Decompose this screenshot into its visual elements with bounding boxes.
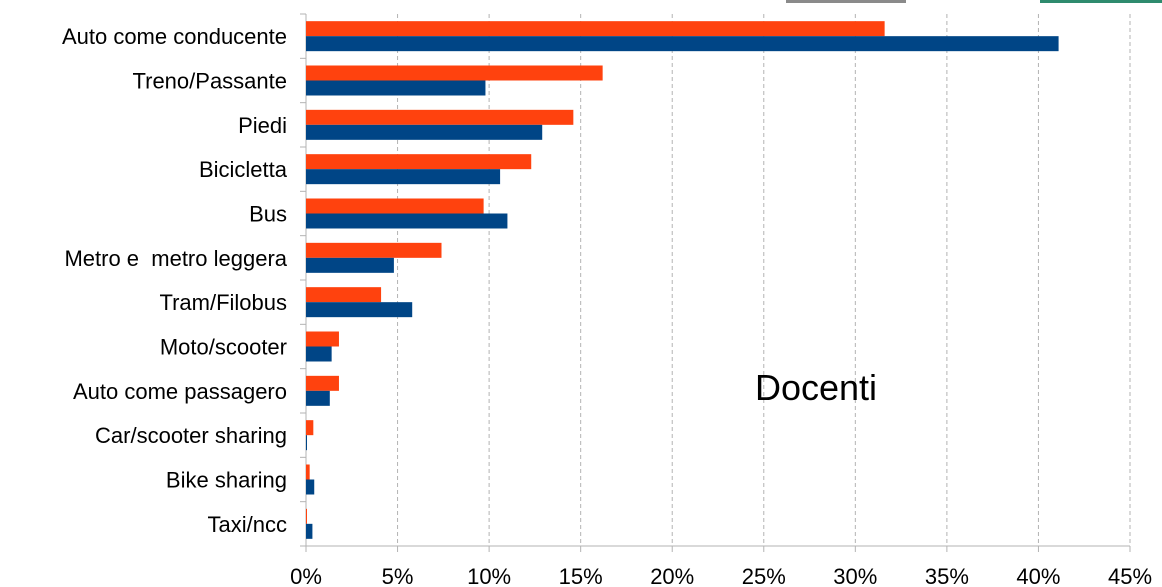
bar-series-1 bbox=[306, 508, 307, 524]
bar-series-1 bbox=[306, 242, 442, 258]
category-labels: Auto come conducente Treno/Passante Piedi B… bbox=[62, 24, 288, 537]
bar-series-2 bbox=[306, 80, 486, 96]
x-tick-label: 10% bbox=[467, 564, 511, 587]
x-tick-label: 5% bbox=[382, 564, 414, 587]
bar-series-2 bbox=[306, 257, 394, 273]
x-tick-labels: 0% 5% 10% 15% 20% 25% 30% 35% 40% 45% bbox=[290, 564, 1152, 587]
category-label: Car/scooter sharing bbox=[95, 423, 287, 448]
category-label: Tram/Filobus bbox=[159, 290, 287, 315]
bar-series-1 bbox=[306, 375, 339, 391]
bar-series-2 bbox=[306, 523, 313, 539]
gridlines bbox=[300, 13, 1131, 552]
category-label: Metro e metro leggera bbox=[64, 246, 287, 271]
category-label: Bike sharing bbox=[166, 468, 287, 493]
bar-series-2 bbox=[306, 435, 307, 451]
bar-series-2 bbox=[306, 124, 543, 140]
x-tick-label: 30% bbox=[833, 564, 877, 587]
x-tick-label: 20% bbox=[650, 564, 694, 587]
bar-series-1 bbox=[306, 331, 339, 347]
category-label: Auto come conducente bbox=[62, 24, 287, 49]
bar-series-2 bbox=[306, 36, 1059, 52]
bar-series-2 bbox=[306, 213, 508, 229]
bars bbox=[306, 21, 1059, 539]
category-label: Treno/Passante bbox=[133, 69, 288, 94]
bar-series-2 bbox=[306, 169, 501, 185]
x-tick-label: 25% bbox=[742, 564, 786, 587]
bar-series-1 bbox=[306, 464, 310, 480]
corner-decoration-gray bbox=[786, 0, 906, 3]
bar-series-1 bbox=[306, 198, 484, 214]
bar-series-2 bbox=[306, 390, 330, 406]
chart-annotation: Docenti bbox=[755, 367, 877, 408]
x-tick-label: 35% bbox=[925, 564, 969, 587]
bar-series-1 bbox=[306, 420, 314, 436]
x-tick-label: 0% bbox=[290, 564, 322, 587]
category-label: Moto/scooter bbox=[160, 335, 287, 360]
bar-series-1 bbox=[306, 287, 382, 303]
bar-series-1 bbox=[306, 109, 574, 125]
bar-series-2 bbox=[306, 302, 413, 318]
bar-series-2 bbox=[306, 479, 315, 495]
x-tick-label: 40% bbox=[1016, 564, 1060, 587]
bar-series-2 bbox=[306, 346, 332, 362]
category-label: Bicicletta bbox=[199, 157, 288, 182]
bar-series-1 bbox=[306, 21, 885, 37]
bar-series-1 bbox=[306, 154, 532, 170]
category-label: Bus bbox=[249, 202, 287, 227]
category-label: Auto come passagero bbox=[73, 379, 287, 404]
category-label: Taxi/ncc bbox=[208, 512, 287, 537]
category-label: Piedi bbox=[238, 113, 287, 138]
corner-decoration-green bbox=[1040, 0, 1162, 3]
bar-series-1 bbox=[306, 65, 603, 81]
x-tick-label: 45% bbox=[1108, 564, 1152, 587]
x-tick-label: 15% bbox=[559, 564, 603, 587]
